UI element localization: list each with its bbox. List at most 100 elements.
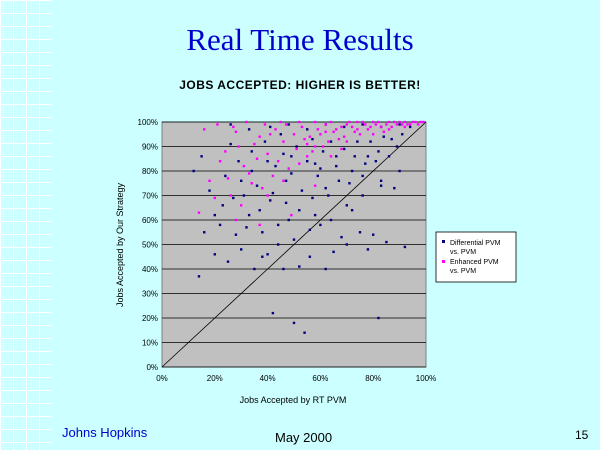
differential-point bbox=[340, 235, 343, 239]
enhanced-point bbox=[255, 157, 259, 160]
differential-point bbox=[306, 128, 309, 131]
enhanced-point bbox=[216, 123, 219, 126]
y-tick-label: 0% bbox=[146, 363, 158, 372]
enhanced-point bbox=[350, 125, 354, 129]
differential-point bbox=[253, 267, 256, 271]
differential-point bbox=[258, 209, 261, 212]
enhanced-point bbox=[419, 120, 422, 124]
enhanced-point bbox=[348, 120, 351, 124]
enhanced-point bbox=[319, 133, 322, 136]
differential-point bbox=[226, 260, 230, 263]
differential-point bbox=[247, 128, 251, 131]
differential-point bbox=[377, 150, 380, 153]
differential-point bbox=[398, 123, 401, 126]
differential-point bbox=[319, 167, 322, 170]
enhanced-point bbox=[337, 137, 341, 141]
differential-point bbox=[303, 331, 306, 334]
differential-point bbox=[379, 184, 383, 187]
differential-point bbox=[234, 233, 238, 236]
enhanced-point bbox=[329, 155, 333, 158]
differential-point bbox=[329, 140, 333, 143]
differential-point bbox=[237, 160, 240, 163]
differential-point bbox=[348, 182, 351, 185]
differential-point bbox=[287, 218, 290, 222]
enhanced-point bbox=[300, 125, 304, 129]
y-axis-label: Jobs Accepted by Our Strategy bbox=[115, 182, 125, 307]
differential-point bbox=[203, 231, 206, 234]
differential-point bbox=[335, 155, 338, 158]
x-tick-label: 100% bbox=[416, 374, 436, 383]
chart-title: JOBS ACCEPTED: HIGHER IS BETTER! bbox=[179, 78, 421, 92]
differential-point bbox=[274, 164, 277, 168]
enhanced-point bbox=[224, 150, 227, 153]
differential-point bbox=[361, 123, 364, 126]
differential-point bbox=[306, 160, 309, 163]
enhanced-point bbox=[282, 179, 285, 182]
enhanced-point bbox=[379, 125, 383, 129]
differential-point bbox=[342, 147, 346, 151]
differential-point bbox=[356, 140, 359, 143]
differential-point bbox=[337, 179, 341, 182]
enhanced-point bbox=[335, 128, 338, 131]
enhanced-point bbox=[353, 130, 356, 133]
differential-point bbox=[218, 223, 222, 227]
enhanced-point bbox=[372, 133, 375, 136]
enhanced-point bbox=[306, 142, 309, 146]
enhanced-point bbox=[253, 142, 256, 146]
enhanced-point bbox=[266, 152, 269, 156]
enhanced-point bbox=[422, 120, 425, 124]
enhanced-point bbox=[356, 120, 359, 124]
enhanced-point bbox=[258, 223, 261, 227]
differential-point bbox=[240, 179, 243, 182]
differential-point bbox=[282, 267, 285, 271]
enhanced-point bbox=[266, 194, 269, 197]
differential-point bbox=[197, 275, 201, 278]
legend: Differential PVM vs. PVM Enhanced PVM vs… bbox=[435, 231, 517, 283]
enhanced-point bbox=[313, 184, 317, 187]
enhanced-point bbox=[258, 135, 261, 138]
differential-point bbox=[361, 174, 364, 178]
enhanced-point bbox=[276, 160, 280, 163]
x-tick-label: 60% bbox=[312, 374, 328, 383]
differential-point bbox=[298, 209, 301, 212]
differential-point bbox=[269, 125, 272, 129]
enhanced-point bbox=[313, 120, 317, 124]
differential-point bbox=[390, 137, 393, 141]
enhanced-point bbox=[284, 123, 288, 126]
differential-point bbox=[276, 243, 280, 246]
differential-point bbox=[290, 172, 293, 175]
differential-point bbox=[403, 245, 407, 249]
differential-point bbox=[324, 186, 327, 190]
legend-marker-enhanced bbox=[442, 260, 445, 263]
enhanced-point bbox=[382, 130, 385, 133]
differential-point bbox=[345, 204, 348, 207]
x-axis-label: Jobs Accepted by RT PVM bbox=[240, 395, 347, 405]
enhanced-point bbox=[197, 211, 201, 214]
enhanced-point bbox=[247, 172, 251, 175]
differential-point bbox=[395, 145, 399, 148]
enhanced-point bbox=[290, 213, 293, 217]
enhanced-point bbox=[213, 196, 216, 200]
enhanced-point bbox=[287, 167, 290, 170]
differential-point bbox=[229, 142, 232, 146]
enhanced-point bbox=[218, 160, 222, 163]
differential-point bbox=[271, 191, 275, 195]
enhanced-point bbox=[279, 120, 282, 124]
differential-point bbox=[321, 150, 325, 153]
differential-point bbox=[398, 169, 401, 173]
enhanced-point bbox=[303, 137, 306, 141]
reference-line bbox=[161, 121, 427, 368]
y-tick-label: 10% bbox=[142, 339, 158, 348]
differential-point bbox=[401, 133, 404, 136]
slide-title: Real Time Results bbox=[186, 22, 414, 57]
enhanced-point bbox=[261, 186, 264, 190]
differential-point bbox=[377, 316, 380, 320]
differential-point bbox=[332, 250, 335, 254]
differential-point bbox=[290, 155, 293, 158]
x-tick-label: 0% bbox=[156, 374, 168, 383]
enhanced-point bbox=[237, 145, 240, 148]
differential-point bbox=[255, 184, 259, 187]
legend-marker-differential bbox=[442, 240, 445, 243]
differential-point bbox=[213, 213, 216, 217]
